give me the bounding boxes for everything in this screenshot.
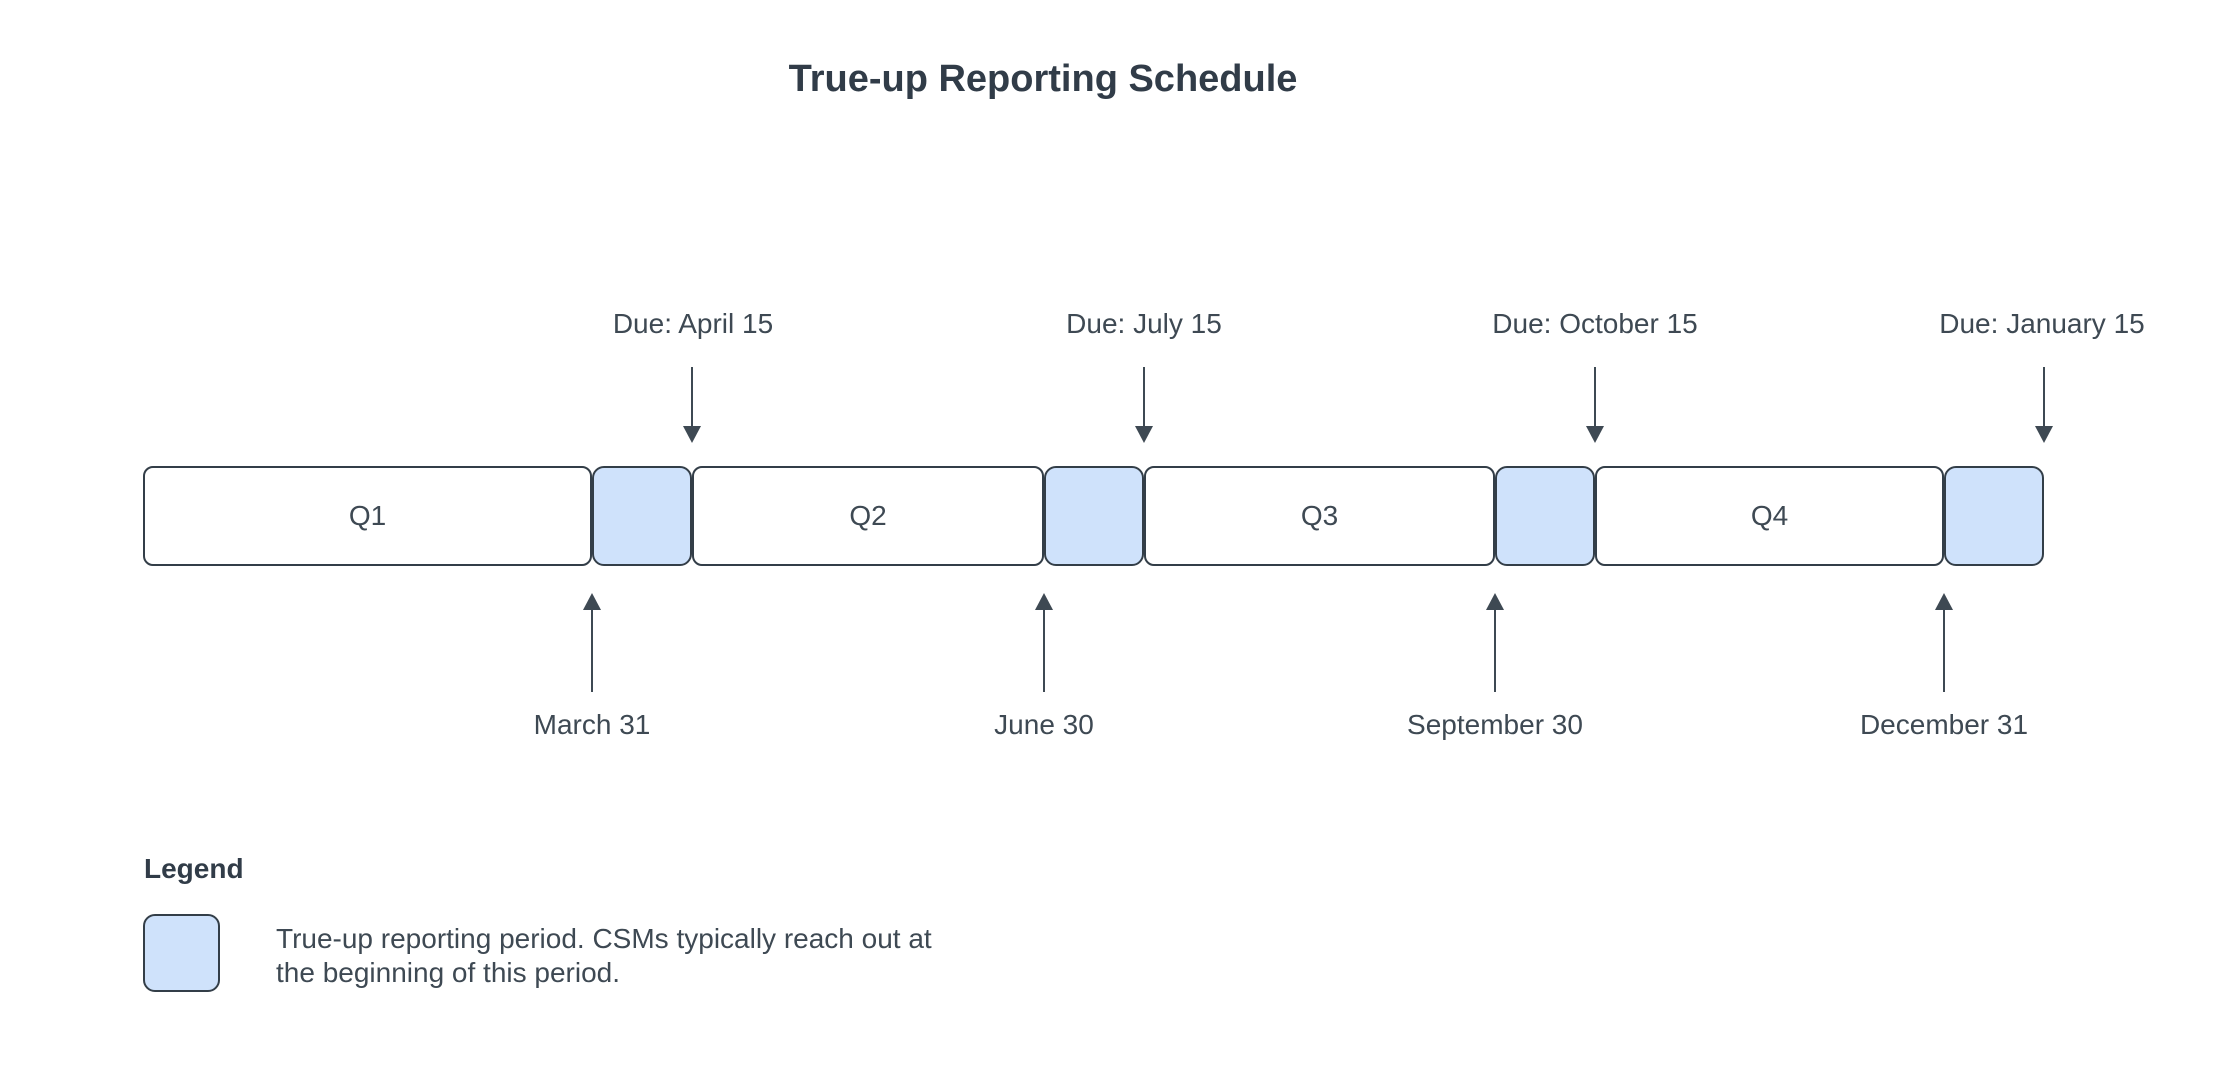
trueup-period-box-1 — [592, 466, 692, 566]
quarter-end-arrow-up-2 — [1043, 610, 1045, 692]
quarter-end-arrow-up-1 — [591, 610, 593, 692]
quarter-box-q3: Q3 — [1144, 466, 1495, 566]
quarter-end-label-q1: March 31 — [533, 709, 651, 740]
legend-description: True-up reporting period. CSMs typically… — [276, 922, 932, 990]
legend-heading: Legend — [144, 853, 244, 884]
due-date-label-q2: Due: July 15 — [1066, 308, 1222, 339]
due-date-arrow-down-1 — [691, 367, 693, 426]
quarter-box-q1: Q1 — [143, 466, 592, 566]
quarter-end-arrow-up-3 — [1494, 610, 1496, 692]
quarter-end-label-q2: June 30 — [994, 709, 1094, 740]
quarter-end-label-q4: December 31 — [1859, 709, 2029, 740]
quarter-box-q2: Q2 — [692, 466, 1044, 566]
quarter-end-label-q3: September 30 — [1407, 709, 1583, 740]
trueup-period-box-4 — [1944, 466, 2044, 566]
legend-description-line-1: True-up reporting period. CSMs typically… — [276, 923, 932, 954]
due-date-label-q3: Due: October 15 — [1492, 308, 1698, 339]
quarter-end-arrow-up-4 — [1943, 610, 1945, 692]
trueup-period-box-3 — [1495, 466, 1595, 566]
timeline-bar: Q1 Q2 Q3 Q4 — [143, 466, 2044, 566]
due-date-arrow-down-4 — [2043, 367, 2045, 426]
page-title: True-up Reporting Schedule — [788, 58, 1298, 100]
trueup-period-box-2 — [1044, 466, 1144, 566]
due-date-label-q4: Due: January 15 — [1939, 308, 2145, 339]
due-date-label-q1: Due: April 15 — [612, 308, 774, 339]
due-date-arrow-down-2 — [1143, 367, 1145, 426]
quarter-box-q4: Q4 — [1595, 466, 1944, 566]
due-date-arrow-down-3 — [1594, 367, 1596, 426]
trueup-period-swatch — [143, 914, 220, 992]
legend-description-line-2: the beginning of this period. — [276, 957, 621, 988]
